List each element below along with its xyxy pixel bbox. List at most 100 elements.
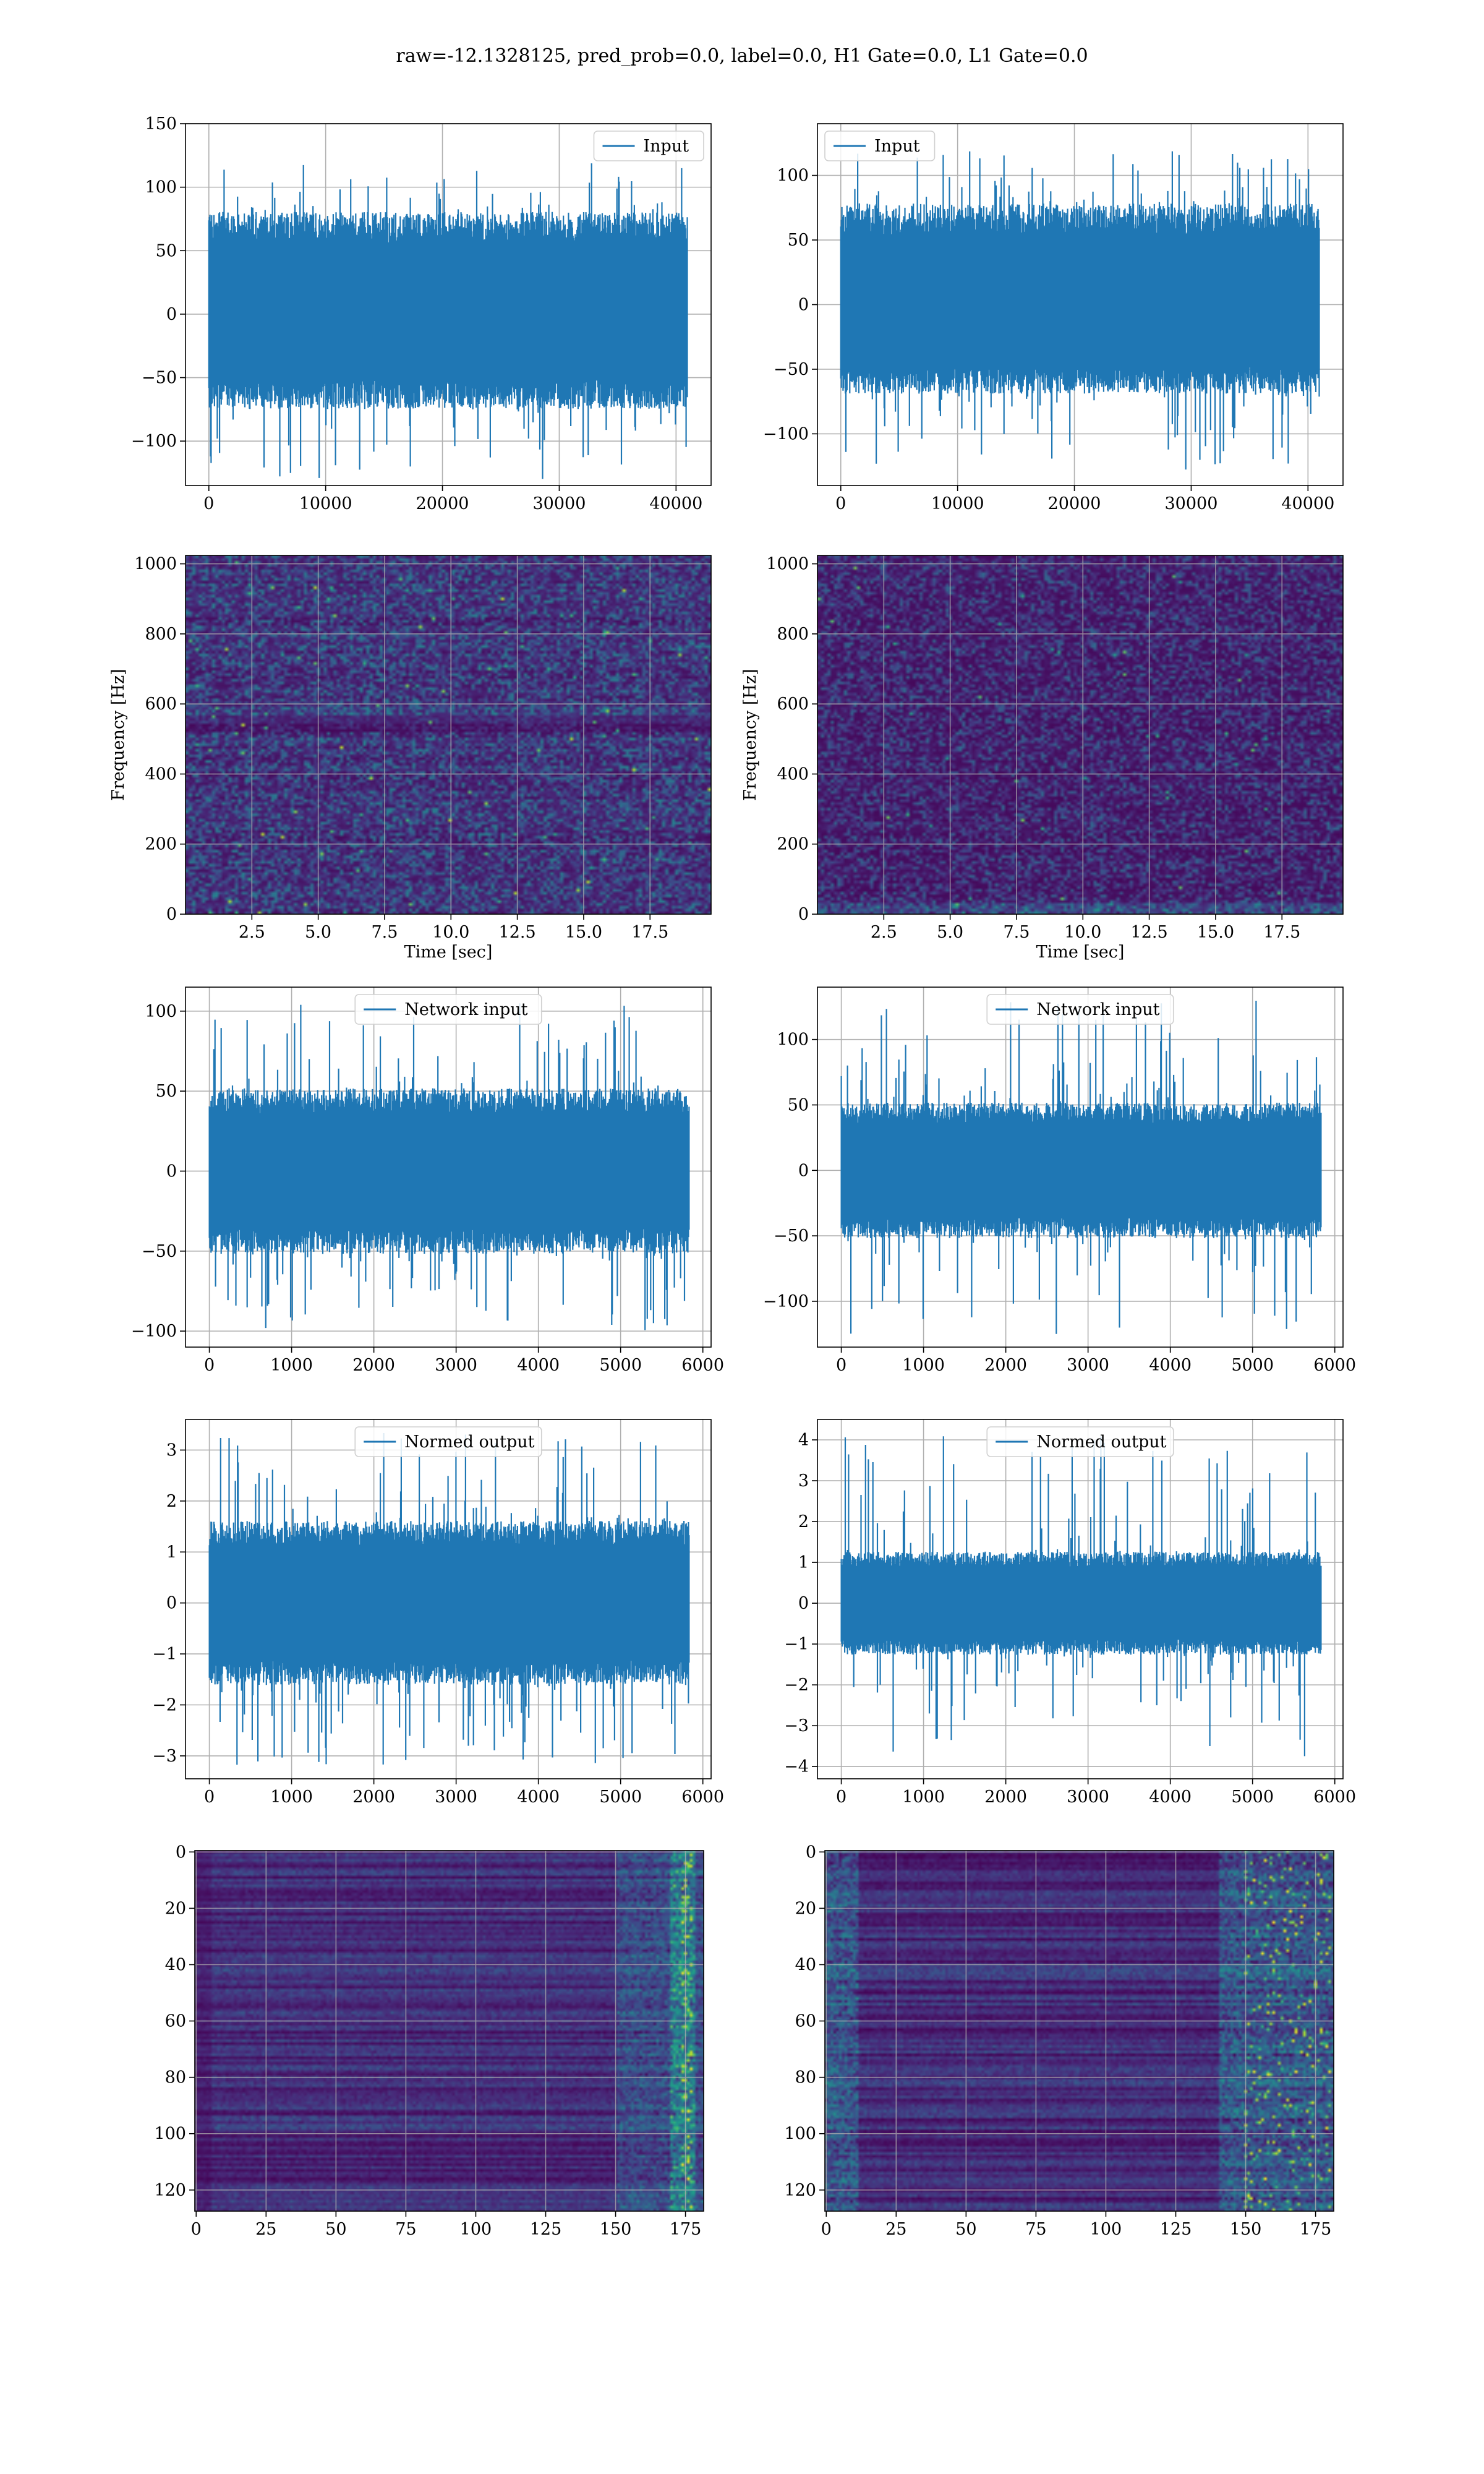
x-tick-label: 40000 <box>649 494 702 513</box>
x-tick-label: 3000 <box>435 1356 477 1375</box>
x-tick-label: 5000 <box>599 1356 642 1375</box>
y-tick-label: 4 <box>798 1431 809 1450</box>
y-tick-label: 150 <box>145 114 177 134</box>
series-line <box>840 151 1320 470</box>
x-tick-label: 0 <box>204 1356 215 1375</box>
y-tick-label: 600 <box>777 695 809 714</box>
y-tick-label: 0 <box>798 905 809 924</box>
x-tick-label: 0 <box>203 494 214 513</box>
y-tick-label: 100 <box>145 1002 177 1021</box>
y-tick-label: 600 <box>145 695 177 714</box>
y-tick-label: 60 <box>165 2012 186 2031</box>
x-tick-label: 0 <box>204 1787 215 1807</box>
legend-label: Input <box>644 137 689 156</box>
y-tick-label: 40 <box>795 1955 816 1974</box>
y-tick-label: −100 <box>763 1292 809 1311</box>
x-tick-label: 17.5 <box>1263 923 1300 942</box>
y-tick-label: 0 <box>166 1594 177 1613</box>
y-tick-label: 1000 <box>134 555 177 574</box>
x-tick-label: 4000 <box>1149 1356 1192 1375</box>
y-tick-label: −2 <box>152 1696 177 1715</box>
y-tick-label: −50 <box>774 1226 809 1246</box>
x-tick-label: 30000 <box>1164 494 1217 513</box>
x-tick-label: 20000 <box>1048 494 1101 513</box>
x-tick-label: 10.0 <box>1064 923 1101 942</box>
y-tick-label: −50 <box>142 369 177 388</box>
heatmap-image <box>817 555 1343 914</box>
legend-label: Input <box>874 137 920 156</box>
x-tick-label: 30000 <box>532 494 586 513</box>
y-tick-label: 2 <box>798 1512 809 1531</box>
y-tick-label: −50 <box>774 360 809 379</box>
y-axis-label: Frequency [Hz] <box>109 669 128 800</box>
axes-frame <box>824 1850 1334 2212</box>
series-line <box>208 1433 690 1765</box>
x-axis-label: Time [sec] <box>1036 943 1125 962</box>
y-tick-label: 2 <box>166 1492 177 1511</box>
y-tick-label: 100 <box>777 166 809 186</box>
y-tick-label: 3 <box>166 1440 177 1460</box>
y-tick-label: 100 <box>154 2125 186 2144</box>
x-tick-label: 1000 <box>270 1787 313 1807</box>
subplot-r3c1: 0 1000 2000 3000 4000 5000 6000 −100 −50 0 50 100 Ne… <box>131 987 724 1375</box>
y-tick-label: −50 <box>142 1242 177 1261</box>
x-tick-label: 0 <box>821 2220 832 2239</box>
y-tick-label: 0 <box>176 1843 186 1862</box>
subplot-r3c2: 0 1000 2000 3000 4000 5000 6000 −100 −50 0 50 100 Ne… <box>763 987 1356 1375</box>
x-tick-label: 2000 <box>352 1356 395 1375</box>
x-tick-label: 12.5 <box>499 923 536 942</box>
axes-frame <box>185 123 712 486</box>
subplot-r5c2: 0 25 50 75 100 125 150 175 0 20 40 60 80 100 120 <box>784 1843 1334 2239</box>
x-tick-label: 2000 <box>984 1356 1027 1375</box>
y-tick-label: 200 <box>145 835 177 854</box>
x-tick-label: 75 <box>395 2220 416 2239</box>
series-line <box>208 1003 690 1330</box>
y-tick-label: 0 <box>166 305 177 324</box>
x-tick-label: 4000 <box>517 1356 560 1375</box>
y-tick-label: −3 <box>152 1747 177 1766</box>
heatmap-image <box>195 1851 704 2211</box>
axes-frame <box>185 987 712 1348</box>
x-tick-label: 0 <box>836 1356 846 1375</box>
legend-label: Network input <box>404 1000 527 1019</box>
x-tick-label: 0 <box>835 494 846 513</box>
x-tick-label: 5.0 <box>305 923 331 942</box>
x-tick-label: 0 <box>836 1787 846 1807</box>
legend: Normed output <box>354 1426 542 1457</box>
y-tick-label: 1000 <box>766 555 809 574</box>
x-tick-label: 6000 <box>681 1787 724 1807</box>
y-tick-label: 0 <box>166 905 177 924</box>
legend-label: Normed output <box>404 1432 534 1452</box>
y-tick-label: 120 <box>154 2181 186 2200</box>
x-tick-label: 100 <box>1090 2220 1122 2239</box>
y-tick-label: −4 <box>784 1757 809 1776</box>
subplot-r5c1: 0 25 50 75 100 125 150 175 0 20 40 60 80 100 120 <box>154 1843 704 2239</box>
y-tick-label: 40 <box>165 1955 186 1974</box>
heatmap-image <box>186 555 711 914</box>
y-tick-label: 400 <box>777 764 809 784</box>
x-tick-label: 50 <box>955 2220 976 2239</box>
x-tick-label: 3000 <box>435 1787 477 1807</box>
y-tick-label: 50 <box>788 1095 809 1115</box>
y-tick-label: 50 <box>156 241 177 260</box>
x-tick-label: 10000 <box>299 494 352 513</box>
subplot-r1c2: 0 10000 20000 30000 40000 −100 −50 0 50 100 Input <box>763 123 1344 513</box>
x-tick-label: 12.5 <box>1131 923 1168 942</box>
y-tick-label: 50 <box>788 231 809 250</box>
y-tick-label: 80 <box>795 2068 816 2087</box>
y-tick-label: 0 <box>166 1162 177 1181</box>
x-tick-label: 2.5 <box>239 923 265 942</box>
y-tick-label: 3 <box>798 1471 809 1491</box>
y-tick-label: 1 <box>798 1553 809 1572</box>
figure-title: raw=-12.1328125, pred_prob=0.0, label=0.… <box>396 45 1088 67</box>
x-tick-label: 0 <box>191 2220 202 2239</box>
gridlines <box>825 1851 1334 2211</box>
y-tick-label: 60 <box>795 2012 816 2031</box>
x-tick-label: 2000 <box>352 1787 395 1807</box>
x-tick-label: 125 <box>1160 2220 1192 2239</box>
series-line <box>840 1001 1322 1334</box>
x-tick-label: 75 <box>1025 2220 1046 2239</box>
y-tick-label: −100 <box>131 432 177 451</box>
x-tick-label: 15.0 <box>565 923 602 942</box>
x-tick-label: 4000 <box>1149 1787 1192 1807</box>
